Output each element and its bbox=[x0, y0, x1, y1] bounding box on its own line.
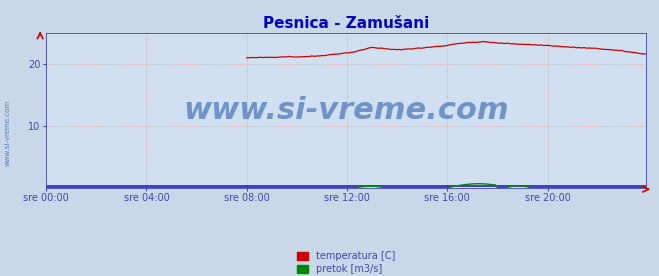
Text: www.si-vreme.com: www.si-vreme.com bbox=[5, 99, 11, 166]
Title: Pesnica - Zamušani: Pesnica - Zamušani bbox=[263, 15, 429, 31]
Text: www.si-vreme.com: www.si-vreme.com bbox=[183, 96, 509, 125]
Legend: temperatura [C], pretok [m3/s]: temperatura [C], pretok [m3/s] bbox=[297, 251, 395, 274]
